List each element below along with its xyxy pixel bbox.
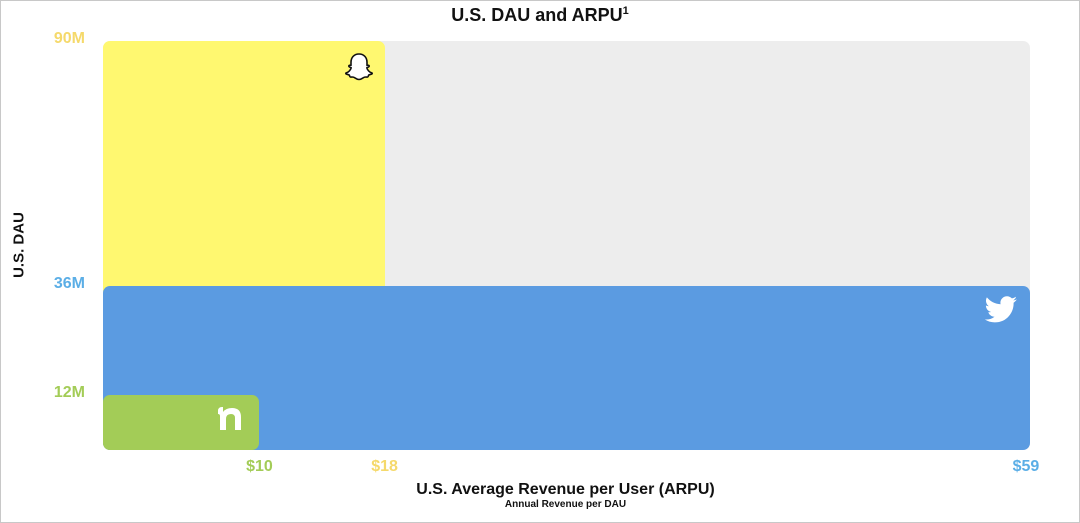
y-tick-90m: 90M xyxy=(53,30,85,47)
chart-title-footnote: 1 xyxy=(622,5,629,17)
chart-title: U.S. DAU and ARPU1 xyxy=(0,5,1080,26)
rect-nextdoor-logo xyxy=(103,395,260,450)
twitter-bird-icon xyxy=(984,296,1018,324)
x-axis-label: U.S. Average Revenue per User (ARPU) xyxy=(416,481,715,498)
x-tick-usd-18: $18 xyxy=(371,458,398,475)
y-tick-36m: 36M xyxy=(53,275,85,293)
snapchat-ghost-icon xyxy=(343,51,375,83)
nextdoor-logo-icon xyxy=(215,403,249,433)
x-tick-usd-10: $10 xyxy=(246,458,273,475)
chart-title-text: U.S. DAU and ARPU xyxy=(451,5,623,25)
y-tick-12m: 12M xyxy=(53,384,85,402)
x-axis-sublabel: Annual Revenue per DAU xyxy=(504,499,627,510)
x-tick-usd-59: $59 xyxy=(1012,458,1040,475)
y-axis-label: U.S. DAU xyxy=(10,212,28,278)
